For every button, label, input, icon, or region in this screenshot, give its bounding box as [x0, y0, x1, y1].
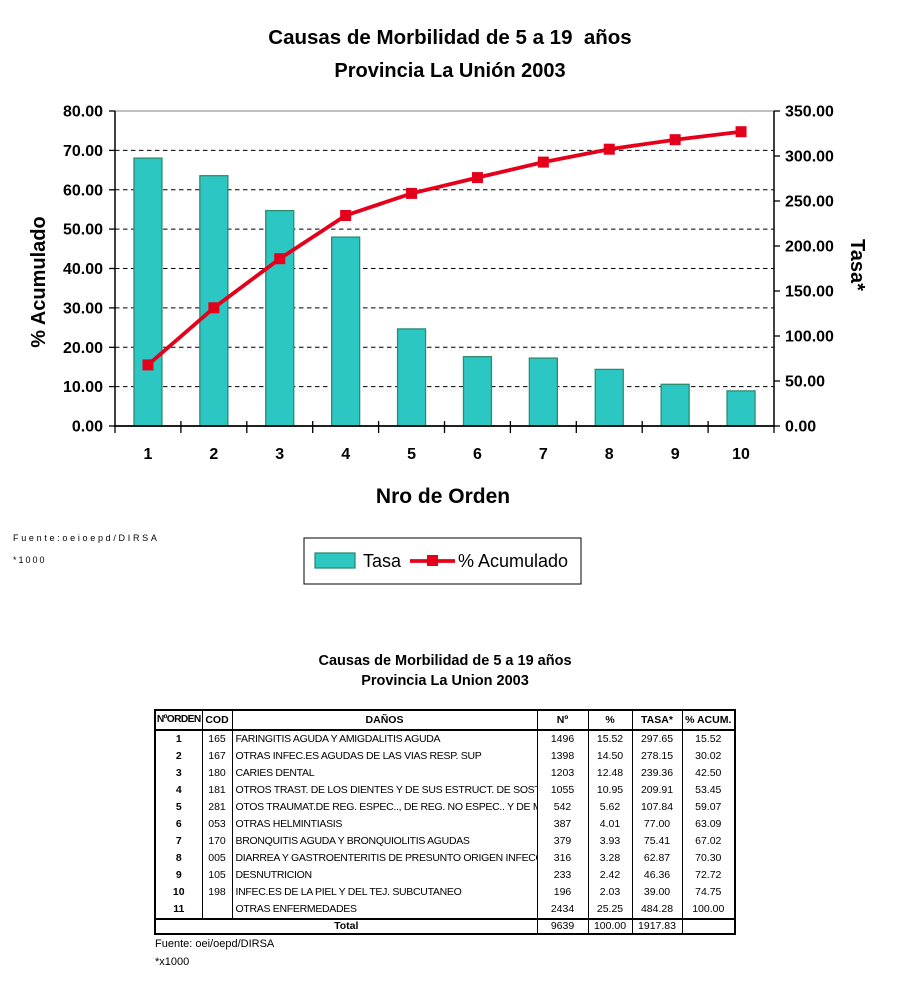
- svg-text:150.00: 150.00: [785, 284, 834, 301]
- svg-text:100.00: 100.00: [785, 329, 834, 346]
- svg-text:70.00: 70.00: [63, 143, 103, 160]
- svg-text:0.00: 0.00: [785, 419, 816, 436]
- svg-text:Provincia La Unión 2003: Provincia La Unión 2003: [334, 60, 565, 82]
- svg-text:*1000: *1000: [13, 555, 47, 565]
- svg-text:300.00: 300.00: [785, 149, 834, 166]
- svg-text:60.00: 60.00: [63, 182, 103, 199]
- svg-text:6: 6: [473, 446, 482, 463]
- svg-text:30.00: 30.00: [63, 300, 103, 317]
- svg-text:9: 9: [671, 446, 680, 463]
- svg-text:10: 10: [732, 446, 750, 463]
- svg-text:2: 2: [209, 446, 218, 463]
- svg-text:40.00: 40.00: [63, 261, 103, 278]
- svg-text:3: 3: [275, 446, 284, 463]
- svg-text:10.00: 10.00: [63, 379, 103, 396]
- svg-text:Nro de Orden: Nro de Orden: [376, 485, 510, 508]
- svg-text:Fuente:oeioepd/DIRSA: Fuente:oeioepd/DIRSA: [13, 533, 160, 543]
- svg-text:% Acumulado: % Acumulado: [28, 216, 50, 348]
- svg-text:4: 4: [341, 446, 350, 463]
- svg-text:0.00: 0.00: [72, 419, 103, 436]
- svg-text:7: 7: [539, 446, 548, 463]
- svg-text:50.00: 50.00: [785, 374, 825, 391]
- svg-text:8: 8: [605, 446, 614, 463]
- svg-text:20.00: 20.00: [63, 340, 103, 357]
- svg-text:5: 5: [407, 446, 416, 463]
- svg-text:% Acumulado: % Acumulado: [458, 551, 568, 571]
- svg-text:1: 1: [143, 446, 152, 463]
- svg-text:Tasa*: Tasa*: [846, 239, 868, 291]
- svg-text:Causas de Morbilidad de 5 a 19: Causas de Morbilidad de 5 a 19 años: [268, 26, 631, 49]
- svg-text:250.00: 250.00: [785, 194, 834, 211]
- svg-text:80.00: 80.00: [63, 104, 103, 121]
- svg-text:50.00: 50.00: [63, 222, 103, 239]
- svg-text:Tasa: Tasa: [363, 551, 402, 571]
- svg-text:200.00: 200.00: [785, 239, 834, 256]
- svg-text:350.00: 350.00: [785, 104, 834, 121]
